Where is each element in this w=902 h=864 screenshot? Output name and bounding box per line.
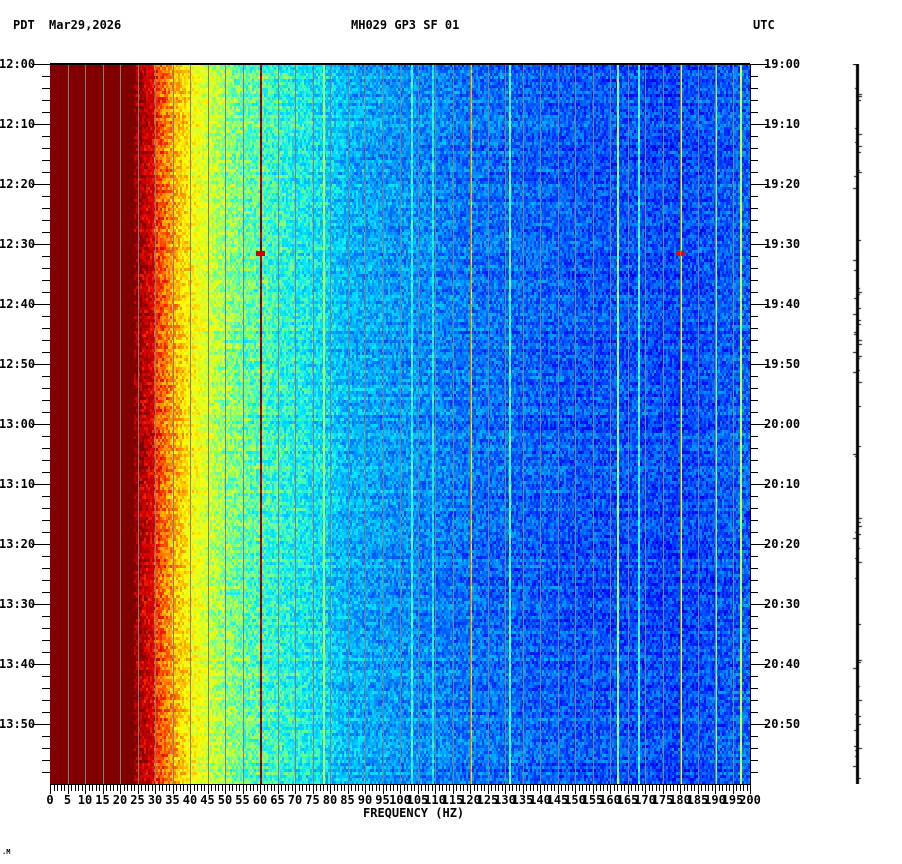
left-time-tick-label: 13:30 — [0, 597, 36, 611]
frequency-tick-label: 175 — [651, 793, 674, 807]
left-time-tick-label: 12:40 — [0, 297, 36, 311]
spectrogram-heatmap — [50, 64, 750, 784]
right-time-tick-label: 20:10 — [764, 477, 801, 491]
frequency-tick-label: 120 — [459, 793, 481, 807]
left-time-tick-label: 12:50 — [0, 357, 36, 371]
right-time-tick-label: 19:20 — [764, 177, 801, 191]
left-time-tick-label: 12:00 — [0, 57, 36, 71]
frequency-tick-label: 35 — [165, 793, 180, 807]
frequency-tick-label: 0 — [46, 793, 54, 807]
frequency-tick-label: 70 — [287, 793, 303, 807]
frequency-tick-label: 110 — [424, 793, 446, 807]
frequency-tick-label: 40 — [182, 793, 198, 807]
frequency-tick-label: 60 — [252, 793, 268, 807]
right-time-tick-label: 19:00 — [764, 57, 801, 71]
frequency-tick-label: 20 — [112, 793, 128, 807]
frequency-tick-label: 185 — [686, 793, 709, 807]
frequency-tick-label: 75 — [305, 793, 320, 807]
frequency-tick-label: 65 — [270, 793, 285, 807]
frequency-tick-label: 190 — [704, 793, 726, 807]
corner-mark: .M — [2, 848, 11, 856]
frequency-tick-label: 105 — [406, 793, 429, 807]
frequency-tick-label: 25 — [130, 793, 145, 807]
right-time-tick-label: 20:40 — [764, 657, 801, 671]
frequency-tick-label: 80 — [322, 793, 338, 807]
frequency-tick-label: 5 — [63, 793, 72, 807]
frequency-tick-label: 150 — [564, 793, 586, 807]
right-time-tick-label: 20:00 — [764, 417, 801, 431]
frequency-tick-label: 115 — [441, 793, 464, 807]
frequency-tick-label: 200 — [739, 793, 761, 807]
frequency-tick-label: 100 — [389, 793, 411, 807]
right-time-tick-label: 19:50 — [764, 357, 801, 371]
frequency-tick-label: 195 — [721, 793, 744, 807]
frequency-tick-label: 135 — [511, 793, 534, 807]
date-label: Mar29,2026 — [49, 18, 122, 32]
frequency-tick-label: 15 — [95, 793, 110, 807]
frequency-tick-label: 170 — [634, 793, 656, 807]
frequency-tick-label: 160 — [599, 793, 621, 807]
station-title: MH029 GP3 SF 01 — [351, 18, 460, 32]
right-time-tick-label: 19:40 — [764, 297, 801, 311]
left-time-tick-label: 12:30 — [0, 237, 36, 251]
frequency-tick-label: 125 — [476, 793, 499, 807]
right-time-tick-label: 20:20 — [764, 537, 801, 551]
frequency-tick-label: 140 — [529, 793, 551, 807]
frequency-tick-label: 30 — [147, 793, 163, 807]
frequency-tick-label: 165 — [616, 793, 639, 807]
right-time-tick-label: 19:30 — [764, 237, 801, 251]
left-time-tick-label: 13:20 — [0, 537, 36, 551]
spectrogram-plot — [50, 64, 750, 784]
amplitude-trace — [850, 64, 870, 784]
frequency-tick-label: 45 — [200, 793, 215, 807]
frequency-tick-label: 85 — [340, 793, 355, 807]
left-time-tick-label: 13:10 — [0, 477, 36, 491]
right-time-tick-label: 20:50 — [764, 717, 801, 731]
frequency-tick-label: 155 — [581, 793, 604, 807]
frequency-tick-label: 55 — [235, 793, 250, 807]
left-time-tick-label: 13:00 — [0, 417, 36, 431]
frequency-tick-label: 95 — [375, 793, 390, 807]
left-timezone-label: PDT — [13, 18, 35, 32]
left-time-tick-label: 12:10 — [0, 117, 36, 131]
left-time-tick-label: 13:50 — [0, 717, 36, 731]
frequency-tick-label: 180 — [669, 793, 691, 807]
left-time-tick-label: 12:20 — [0, 177, 36, 191]
frequency-tick-label: 10 — [77, 793, 93, 807]
left-time-tick-label: 13:40 — [0, 657, 36, 671]
right-timezone-label: UTC — [753, 18, 775, 32]
frequency-tick-label: 50 — [217, 793, 233, 807]
frequency-tick-label: 130 — [494, 793, 516, 807]
x-axis-title: FREQUENCY (HZ) — [363, 806, 465, 820]
right-time-tick-label: 20:30 — [764, 597, 801, 611]
frequency-tick-label: 90 — [357, 793, 373, 807]
right-time-tick-label: 19:10 — [764, 117, 801, 131]
frequency-tick-label: 145 — [546, 793, 569, 807]
